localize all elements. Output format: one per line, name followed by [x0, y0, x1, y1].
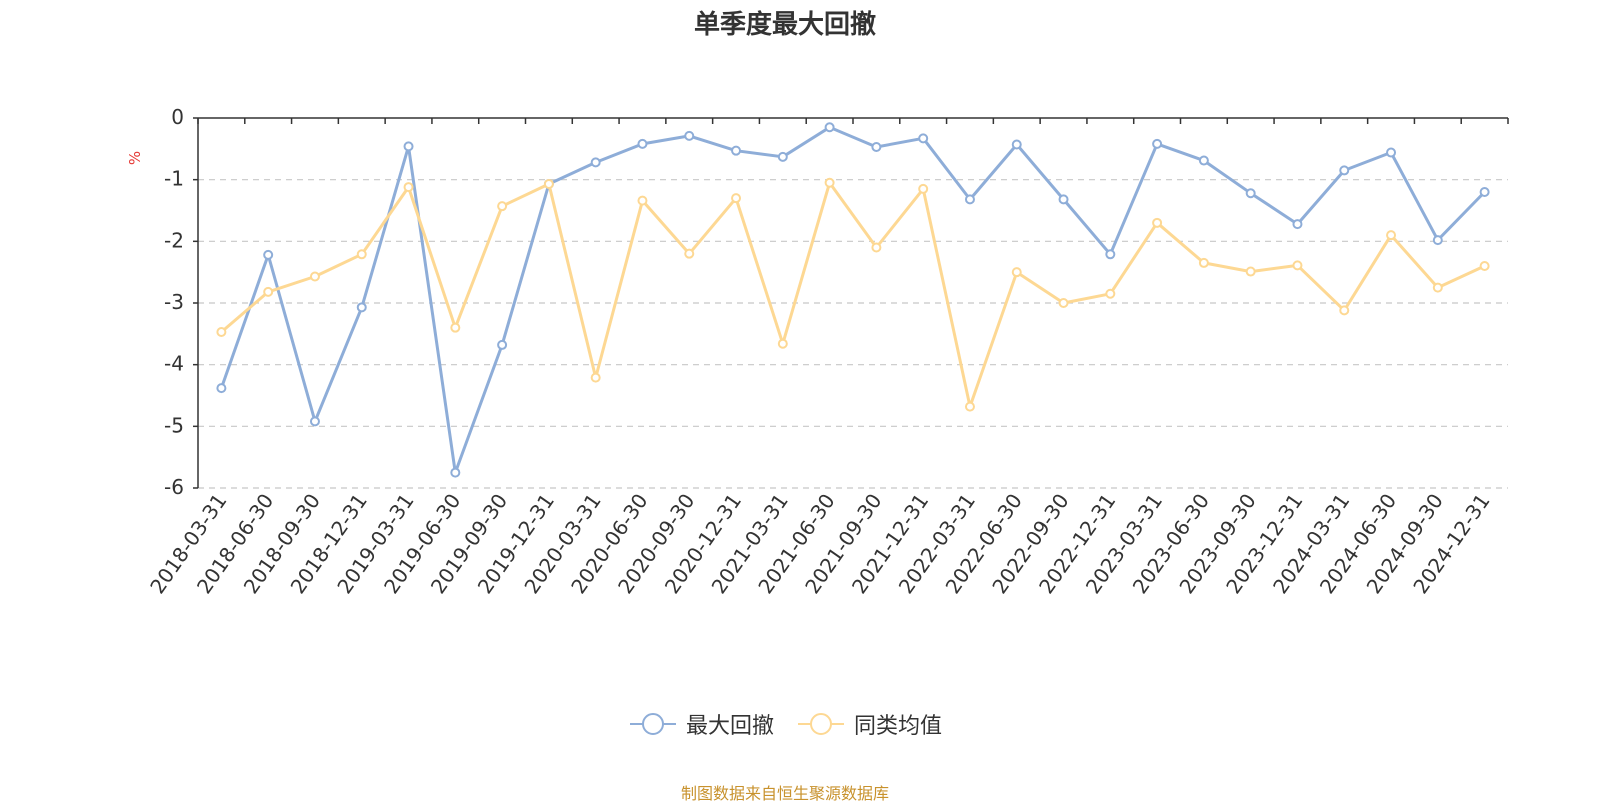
series-line-1 — [219, 125, 1486, 475]
data-point[interactable] — [1198, 257, 1209, 268]
data-point[interactable] — [871, 242, 882, 253]
data-point[interactable] — [918, 183, 929, 194]
data-point[interactable] — [824, 122, 835, 133]
data-point[interactable] — [731, 193, 742, 204]
source-note: 制图数据来自恒生聚源数据库 — [680, 784, 889, 803]
data-point[interactable] — [1479, 187, 1490, 197]
data-point[interactable] — [497, 201, 508, 212]
data-point[interactable] — [1152, 138, 1163, 149]
data-point[interactable] — [1245, 188, 1256, 199]
data-point[interactable] — [450, 322, 461, 333]
data-point[interactable] — [1198, 155, 1209, 166]
data-point[interactable] — [1058, 298, 1069, 308]
data-point[interactable] — [450, 467, 461, 478]
legend: 最大回撤 同类均值 — [0, 708, 1570, 740]
data-point[interactable] — [1386, 147, 1397, 158]
series — [216, 122, 1490, 478]
data-point[interactable] — [216, 326, 227, 337]
data-point[interactable] — [964, 401, 975, 412]
data-point[interactable] — [1432, 282, 1443, 293]
data-point[interactable] — [871, 141, 882, 152]
data-point[interactable] — [263, 249, 274, 260]
chart-title: 单季度最大回撤 — [693, 10, 876, 40]
y-tick-label: -3 — [164, 290, 184, 314]
data-point[interactable] — [637, 195, 648, 206]
data-point[interactable] — [964, 194, 975, 205]
y-tick-label: -2 — [164, 228, 184, 252]
y-tick-label: -6 — [164, 475, 184, 499]
data-point[interactable] — [1339, 165, 1350, 176]
legend-marker-icon — [629, 713, 676, 735]
data-point[interactable] — [403, 141, 414, 152]
legend-label: 最大回撤 — [685, 714, 774, 739]
y-tick-label: 0 — [171, 105, 184, 129]
data-point[interactable] — [824, 177, 835, 188]
data-point[interactable] — [309, 271, 320, 282]
line-chart: 0-1-2-3-4-5-62018-03-312018-06-302018-09… — [126, 105, 1509, 598]
y-tick-label: -1 — [164, 167, 184, 191]
data-point[interactable] — [216, 383, 227, 394]
data-point[interactable] — [590, 372, 601, 383]
data-point[interactable] — [403, 182, 414, 193]
legend-item-2[interactable]: 同类均值 — [796, 708, 942, 740]
data-point[interactable] — [684, 248, 695, 259]
data-point[interactable] — [356, 249, 367, 260]
data-point[interactable] — [1432, 235, 1443, 246]
legend-label: 同类均值 — [854, 714, 943, 739]
data-point[interactable] — [309, 416, 320, 427]
data-point[interactable] — [684, 130, 695, 141]
data-point[interactable] — [497, 339, 508, 350]
data-point[interactable] — [1011, 139, 1022, 150]
data-point[interactable] — [263, 286, 274, 297]
data-point[interactable] — [1292, 260, 1303, 271]
data-point[interactable] — [1245, 266, 1256, 277]
data-point[interactable] — [1152, 217, 1163, 228]
y-tick-label: -5 — [164, 413, 184, 437]
data-point[interactable] — [356, 302, 367, 313]
series-line-2 — [220, 181, 1486, 409]
gridlines — [198, 179, 1508, 489]
data-point[interactable] — [1011, 267, 1022, 278]
data-point[interactable] — [543, 178, 554, 189]
data-point[interactable] — [1058, 194, 1069, 205]
legend-marker-icon — [798, 713, 844, 735]
data-point[interactable] — [1105, 288, 1116, 299]
data-point[interactable] — [1386, 230, 1397, 241]
y-tick-label: -4 — [164, 352, 184, 376]
data-point[interactable] — [1105, 249, 1116, 260]
legend-item-1[interactable]: 最大回撤 — [628, 708, 774, 740]
y-axis-label: % — [126, 151, 144, 165]
data-point[interactable] — [918, 133, 929, 144]
data-point[interactable] — [1339, 305, 1350, 316]
data-point[interactable] — [1479, 261, 1490, 271]
data-point[interactable] — [1292, 219, 1303, 230]
data-point[interactable] — [777, 151, 788, 162]
data-point[interactable] — [590, 157, 601, 168]
data-point[interactable] — [777, 338, 788, 349]
data-point[interactable] — [731, 145, 742, 156]
data-point[interactable] — [637, 138, 648, 149]
